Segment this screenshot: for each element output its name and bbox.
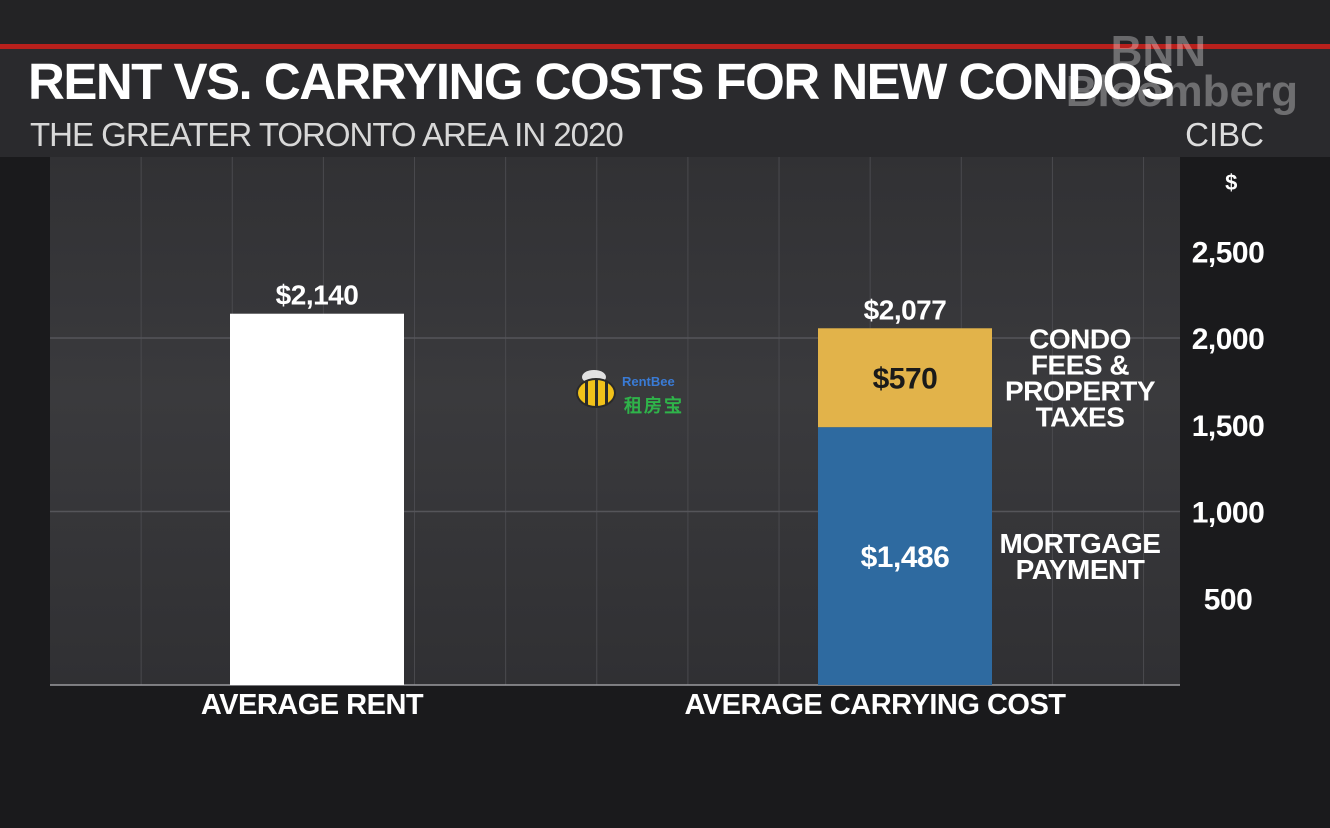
brand-line-2: Bloomberg: [1065, 67, 1298, 116]
top-band: [0, 0, 1330, 44]
bar-total-label: $2,077: [864, 294, 947, 325]
bar-total-label: $2,140: [276, 280, 359, 311]
watermark-brand-cn: 租房宝: [624, 396, 684, 416]
bar: [230, 313, 404, 685]
title-bar: [0, 49, 1330, 157]
segment-name-label: PROPERTY: [1005, 376, 1156, 407]
segment-name-label: MORTGAGE: [1000, 528, 1161, 559]
chart-subtitle: THE GREATER TORONTO AREA IN 2020: [30, 116, 624, 153]
brand-line-1: BNN: [1110, 27, 1206, 76]
chart-title: RENT VS. CARRYING COSTS FOR NEW CONDOS: [28, 53, 1175, 110]
y-tick-label: 500: [1204, 583, 1253, 616]
network-logo: BNN Bloomberg: [1065, 27, 1298, 116]
watermark-brand-en: RentBee: [622, 374, 675, 389]
category-label: AVERAGE RENT: [201, 689, 424, 721]
segment-name-label: TAXES: [1036, 402, 1125, 433]
segment-name-label: CONDO: [1029, 324, 1131, 355]
bar-segment: [818, 427, 992, 685]
segment-value-label: $570: [873, 363, 938, 396]
y-axis-label: $: [1225, 170, 1237, 195]
chart-source: CIBC: [1185, 116, 1264, 153]
y-tick-label: 2,000: [1192, 323, 1265, 356]
y-tick-label: 2,500: [1192, 236, 1265, 269]
segment-value-label: $1,486: [861, 541, 950, 574]
y-tick-label: 1,000: [1192, 497, 1265, 530]
y-tick-label: 1,500: [1192, 410, 1265, 443]
segment-name-label: FEES &: [1031, 350, 1129, 381]
segment-name-label: PAYMENT: [1016, 554, 1145, 585]
red-accent-line: [0, 44, 1330, 49]
category-label: AVERAGE CARRYING COST: [684, 689, 1066, 721]
bar-segment: [818, 328, 992, 428]
bee-icon: [576, 378, 616, 408]
